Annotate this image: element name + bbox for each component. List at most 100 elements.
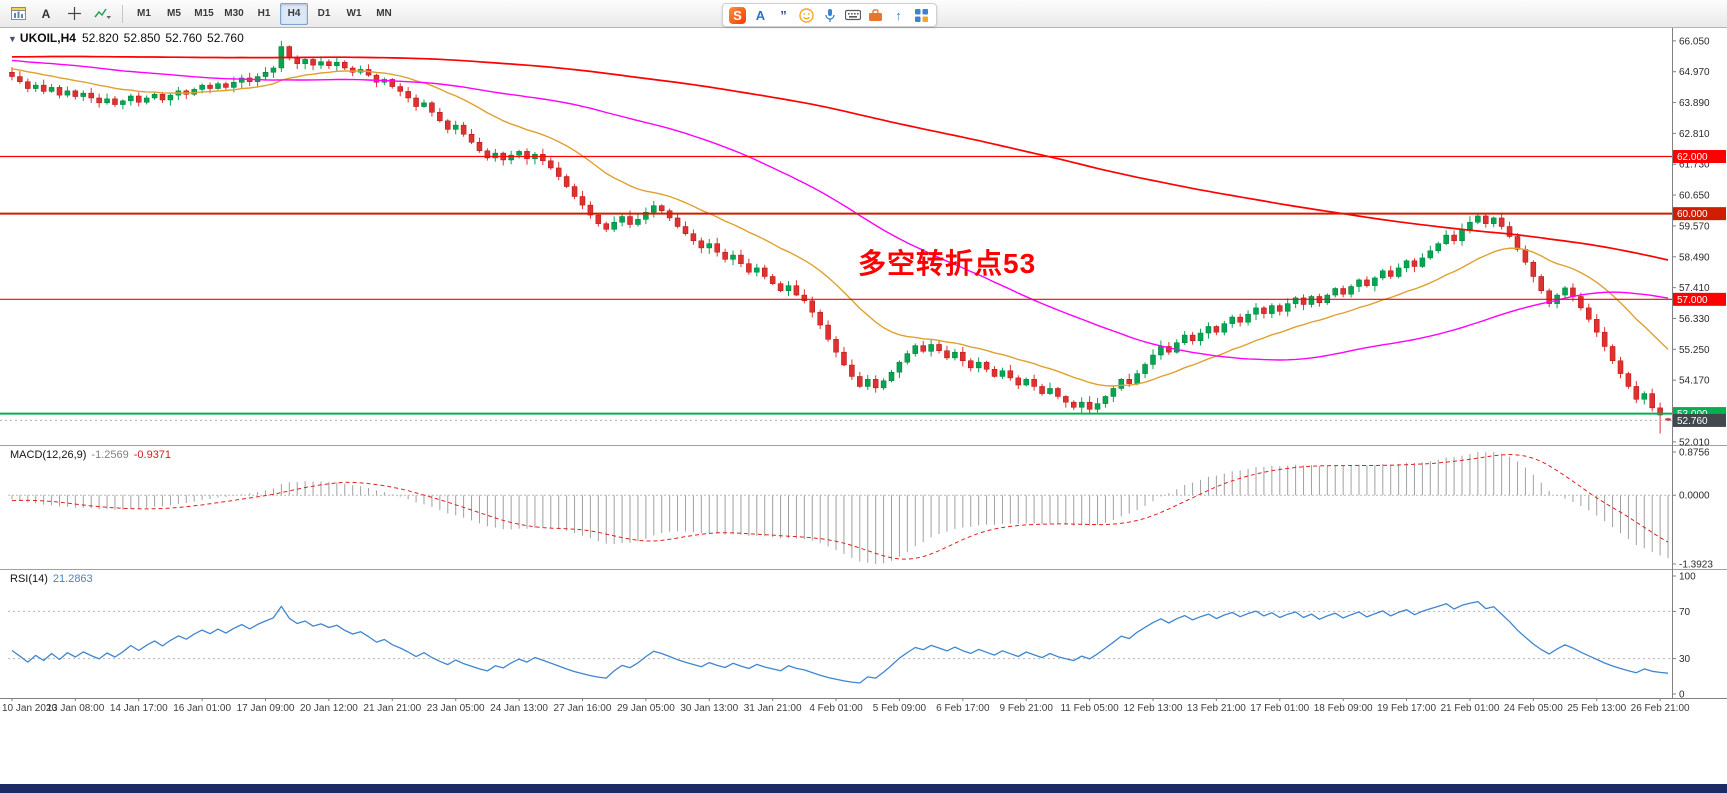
svg-text:61.730: 61.730 bbox=[1679, 160, 1710, 171]
current-price-tag: 52.760 bbox=[1673, 413, 1726, 427]
apps-grid-icon[interactable] bbox=[913, 7, 930, 24]
svg-text:63.890: 63.890 bbox=[1679, 98, 1710, 109]
bar-high: 52.850 bbox=[123, 31, 161, 45]
svg-text:17 Jan 09:00: 17 Jan 09:00 bbox=[237, 703, 295, 714]
svg-text:6 Feb 17:00: 6 Feb 17:00 bbox=[936, 703, 990, 714]
indicators-icon[interactable] bbox=[89, 2, 115, 26]
svg-text:13 Feb 21:00: 13 Feb 21:00 bbox=[1187, 703, 1246, 714]
svg-text:11 Feb 05:00: 11 Feb 05:00 bbox=[1060, 703, 1119, 714]
symbol-name: UKOIL,H4 bbox=[19, 31, 76, 45]
tf-button-w1[interactable]: W1 bbox=[346, 8, 362, 19]
svg-text:31 Jan 21:00: 31 Jan 21:00 bbox=[744, 703, 802, 714]
svg-text:17 Feb 01:00: 17 Feb 01:00 bbox=[1250, 703, 1309, 714]
bar-low: 52.760 bbox=[165, 31, 203, 45]
tf-button-h4[interactable]: H4 bbox=[280, 2, 308, 25]
svg-text:64.970: 64.970 bbox=[1679, 67, 1710, 78]
chart-expander-icon[interactable]: ▼ bbox=[8, 34, 17, 44]
rsi-title: RSI(14) bbox=[10, 573, 48, 585]
price-scale[interactable]: 66.050 64.970 63.890 62.810 61.730 60.650 59.5… bbox=[1672, 36, 1713, 701]
sogou-logo-icon[interactable]: S bbox=[729, 6, 746, 24]
macd-signal-line bbox=[11, 453, 1669, 560]
rsi-label: RSI(14) 21.2863 bbox=[10, 573, 93, 585]
svg-text:27 Jan 16:00: 27 Jan 16:00 bbox=[554, 703, 612, 714]
svg-text:66.050: 66.050 bbox=[1679, 36, 1710, 47]
tf-button-m15[interactable]: M15 bbox=[194, 8, 214, 19]
svg-text:-1.3923: -1.3923 bbox=[1679, 560, 1713, 571]
ma-long-line bbox=[11, 55, 1669, 261]
tf-button-h1[interactable]: H1 bbox=[257, 8, 271, 19]
tf-button-mn[interactable]: MN bbox=[376, 8, 392, 19]
svg-text:60.000: 60.000 bbox=[1677, 209, 1708, 220]
input-mode-icon[interactable]: A bbox=[755, 7, 766, 23]
svg-text:25 Feb 13:00: 25 Feb 13:00 bbox=[1567, 703, 1626, 714]
svg-text:70: 70 bbox=[1679, 607, 1691, 618]
svg-text:56.330: 56.330 bbox=[1679, 314, 1710, 325]
toolbox-icon[interactable] bbox=[867, 7, 884, 24]
svg-text:21 Jan 21:00: 21 Jan 21:00 bbox=[363, 703, 421, 714]
expand-icon[interactable]: ↑ bbox=[895, 7, 902, 23]
ime-toolbar: S A ” ↑ bbox=[722, 3, 937, 27]
svg-text:4 Feb 01:00: 4 Feb 01:00 bbox=[809, 703, 863, 714]
svg-text:55.250: 55.250 bbox=[1679, 345, 1710, 356]
rsi-line bbox=[11, 600, 1669, 684]
svg-text:30: 30 bbox=[1679, 654, 1691, 665]
price-tag-57.000: 57.000 bbox=[1673, 292, 1726, 306]
tf-button-m1[interactable]: M1 bbox=[137, 8, 151, 19]
svg-text:19 Feb 17:00: 19 Feb 17:00 bbox=[1377, 703, 1436, 714]
svg-text:0.8756: 0.8756 bbox=[1679, 448, 1710, 459]
chart-annotation-text: 多空转折点53 bbox=[858, 248, 1037, 279]
emoji-icon[interactable] bbox=[798, 7, 815, 24]
ma-fast-line bbox=[11, 68, 1669, 387]
tf-button-d1[interactable]: D1 bbox=[317, 8, 331, 19]
macd-pane[interactable] bbox=[0, 446, 1727, 569]
price-pane[interactable] bbox=[0, 28, 1727, 445]
svg-text:57.410: 57.410 bbox=[1679, 283, 1710, 294]
rsi-pane[interactable] bbox=[0, 570, 1727, 697]
taskbar[interactable] bbox=[0, 784, 1727, 793]
bar-open: 52.820 bbox=[81, 31, 119, 45]
svg-text:5 Feb 09:00: 5 Feb 09:00 bbox=[873, 703, 927, 714]
punctuation-icon[interactable]: ” bbox=[780, 7, 787, 23]
svg-text:0: 0 bbox=[1679, 690, 1685, 701]
tf-button-m30[interactable]: M30 bbox=[224, 8, 244, 19]
svg-text:18 Feb 09:00: 18 Feb 09:00 bbox=[1314, 703, 1373, 714]
macd-value: -1.2569 bbox=[91, 449, 129, 461]
svg-text:24 Jan 13:00: 24 Jan 13:00 bbox=[490, 703, 548, 714]
svg-text:13 Jan 08:00: 13 Jan 08:00 bbox=[46, 703, 104, 714]
svg-text:30 Jan 13:00: 30 Jan 13:00 bbox=[680, 703, 738, 714]
bar-close: 52.760 bbox=[207, 31, 244, 45]
left-tools-group: A bbox=[4, 2, 116, 26]
price-tag-62.000: 62.000 bbox=[1673, 150, 1726, 164]
svg-text:52.010: 52.010 bbox=[1679, 437, 1710, 448]
crosshair-icon[interactable] bbox=[61, 2, 87, 26]
svg-text:52.760: 52.760 bbox=[1677, 416, 1708, 427]
ma-mid-line bbox=[11, 59, 1669, 361]
symbol-ohlc-label: ▼ UKOIL,H4 52.820 52.850 52.760 52.760 bbox=[8, 31, 249, 45]
toolbar-separator bbox=[122, 4, 123, 23]
svg-text:10 Jan 2020: 10 Jan 2020 bbox=[2, 703, 57, 714]
svg-text:58.490: 58.490 bbox=[1679, 252, 1710, 263]
svg-text:54.170: 54.170 bbox=[1679, 376, 1710, 387]
svg-text:14 Jan 17:00: 14 Jan 17:00 bbox=[110, 703, 168, 714]
soft-keyboard-icon[interactable] bbox=[844, 7, 861, 24]
svg-text:21 Feb 01:00: 21 Feb 01:00 bbox=[1440, 703, 1499, 714]
svg-text:57.000: 57.000 bbox=[1677, 295, 1708, 306]
macd-label: MACD(12,26,9) -1.2569 -0.9371 bbox=[10, 449, 171, 461]
voice-input-icon[interactable] bbox=[821, 7, 838, 24]
svg-text:16 Jan 01:00: 16 Jan 01:00 bbox=[173, 703, 231, 714]
svg-text:23 Jan 05:00: 23 Jan 05:00 bbox=[427, 703, 485, 714]
svg-text:59.570: 59.570 bbox=[1679, 221, 1710, 232]
svg-text:24 Feb 05:00: 24 Feb 05:00 bbox=[1504, 703, 1563, 714]
macd-histogram bbox=[11, 452, 1669, 564]
new-chart-icon[interactable] bbox=[5, 2, 31, 26]
tf-button-m5[interactable]: M5 bbox=[167, 8, 181, 19]
price-tag-60.000: 60.000 bbox=[1673, 207, 1726, 221]
text-label-icon[interactable]: A bbox=[41, 6, 51, 21]
svg-text:9 Feb 21:00: 9 Feb 21:00 bbox=[1000, 703, 1054, 714]
svg-text:62.810: 62.810 bbox=[1679, 129, 1710, 140]
svg-text:60.650: 60.650 bbox=[1679, 191, 1710, 202]
svg-text:20 Jan 12:00: 20 Jan 12:00 bbox=[300, 703, 358, 714]
